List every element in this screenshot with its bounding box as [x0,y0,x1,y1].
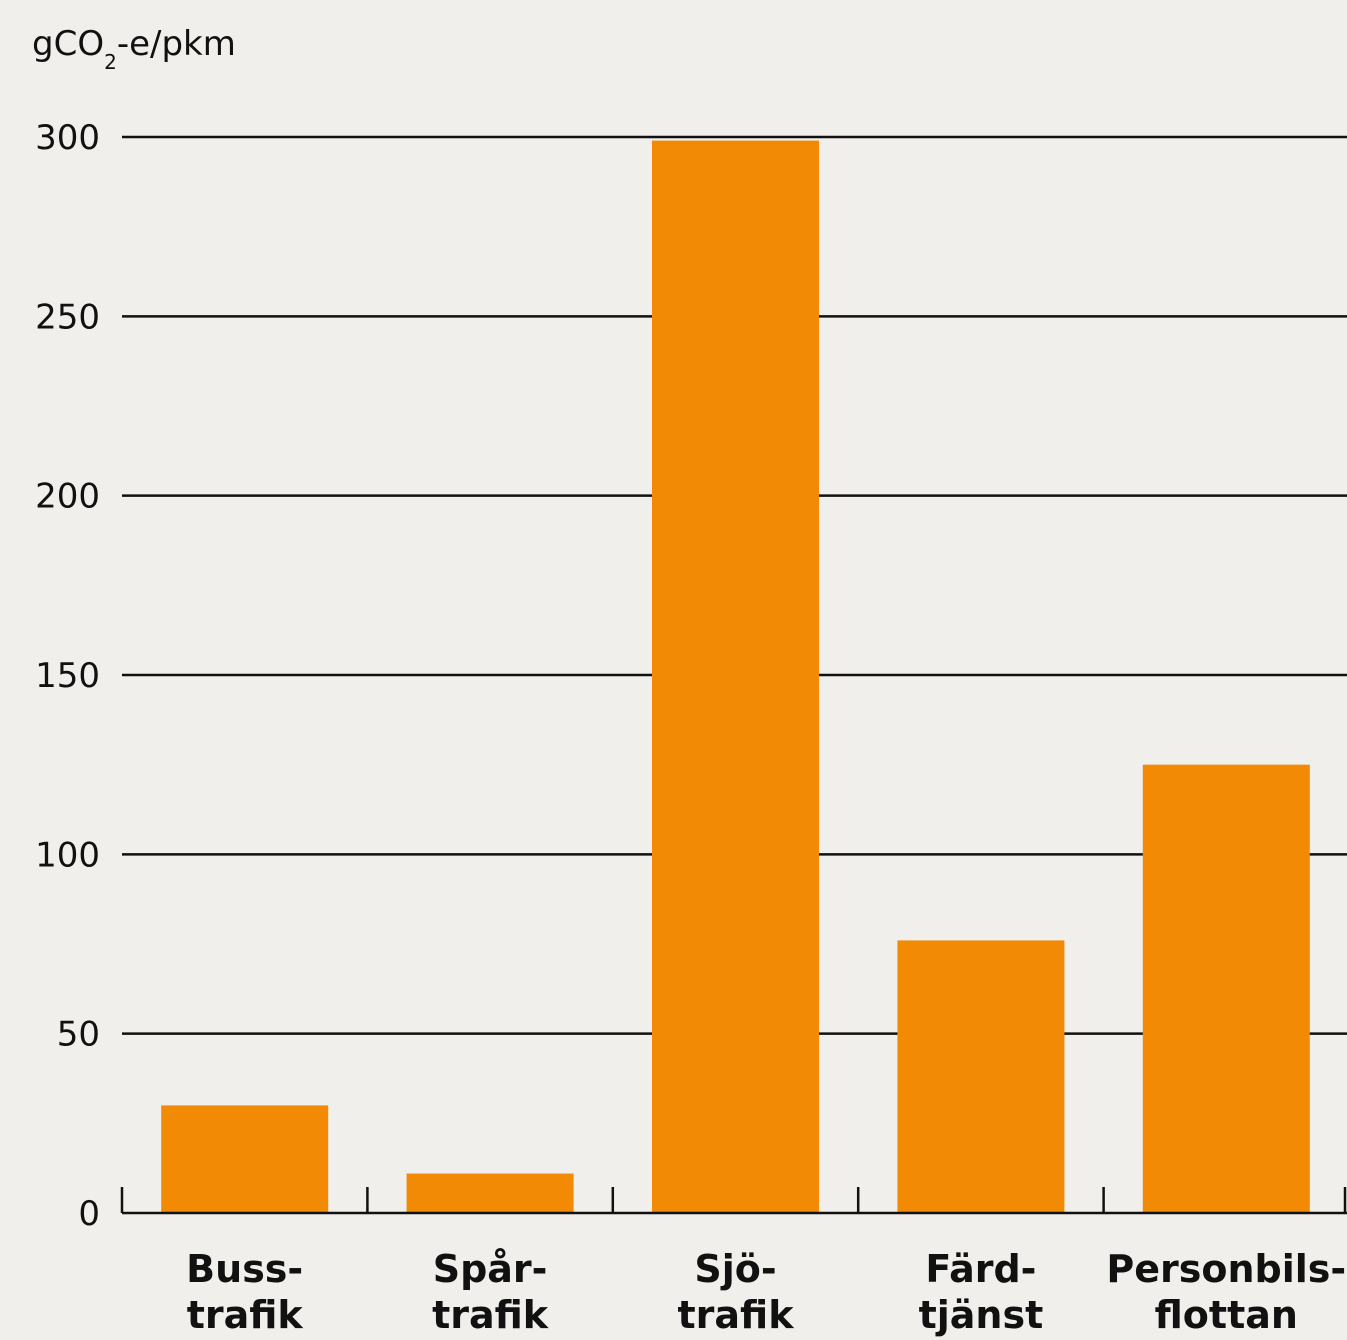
bar-2 [652,140,819,1213]
x-category-label-1: Spår-trafik [432,1247,549,1337]
bar-layer [161,140,1310,1213]
bar-3 [897,940,1065,1213]
x-category-label-3: Färd-tjänst [919,1247,1044,1337]
y-tick-label-150: 150 [35,656,100,696]
x-category-label-0-line-0: Buss- [186,1247,303,1291]
x-category-label-4: Personbils-flottan [1106,1247,1346,1337]
y-tick-label-0: 0 [78,1194,100,1234]
x-category-label-3-line-1: tjänst [919,1293,1044,1337]
bar-1 [406,1173,574,1213]
x-category-label-4-line-0: Personbils- [1106,1247,1346,1291]
axis-layer: Buss-trafikSpår-trafikSjö-trafikFärd-tjä… [120,1187,1347,1337]
x-category-label-1-line-1: trafik [432,1293,549,1337]
x-category-label-0-line-1: trafik [187,1293,304,1337]
y-tick-label-250: 250 [35,297,100,337]
y-tick-label-200: 200 [35,477,100,517]
y-axis-label: gCO2-e/pkm [32,24,236,74]
bar-0 [161,1105,329,1213]
y-axis-label-subscript: 2 [104,50,117,74]
x-category-label-0: Buss-trafik [186,1247,303,1337]
x-category-label-3-line-0: Färd- [925,1247,1036,1291]
x-category-label-2: Sjö-trafik [678,1247,795,1337]
y-axis-label-prefix: gCO [32,24,104,64]
x-category-label-4-line-1: flottan [1155,1293,1298,1337]
y-axis-label-suffix: -e/pkm [117,24,236,64]
y-tick-label-300: 300 [35,118,100,158]
x-category-label-2-line-1: trafik [678,1293,795,1337]
x-category-label-2-line-0: Sjö- [694,1247,776,1291]
y-tick-label-50: 50 [57,1015,100,1055]
x-category-label-1-line-0: Spår- [433,1247,548,1291]
y-tick-label-100: 100 [35,835,100,875]
bar-4 [1142,764,1310,1213]
